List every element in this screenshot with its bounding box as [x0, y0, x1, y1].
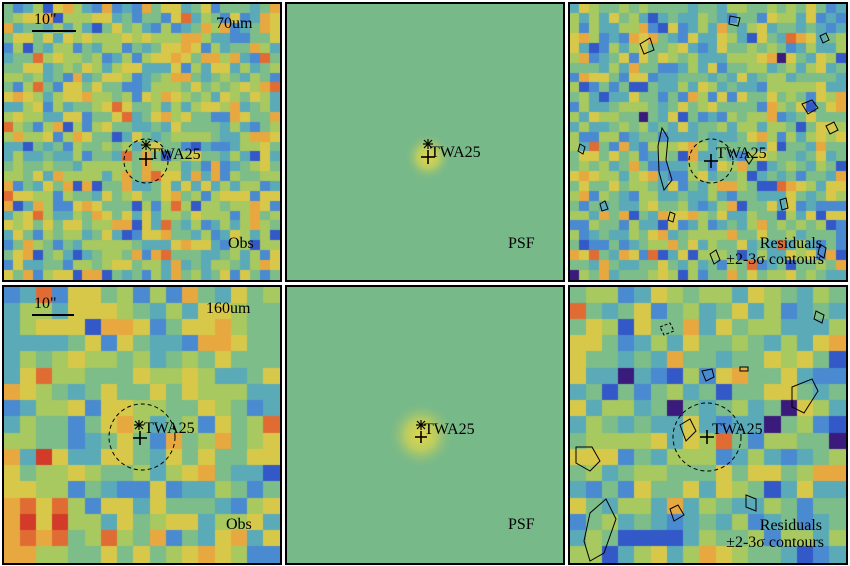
- aperture-circle: [108, 403, 176, 471]
- star-marker-icon: [141, 140, 151, 150]
- source-label: TWA25: [712, 421, 763, 438]
- source-cross-icon: [415, 431, 427, 443]
- aperture-circle: [123, 138, 169, 184]
- residual-70um-overlay: [577, 15, 839, 265]
- psf-70um-panel: TWA25 PSF: [285, 2, 565, 282]
- panel-tag: Obs: [228, 235, 254, 252]
- band-label: 70um: [216, 15, 253, 32]
- source-label: TWA25: [424, 421, 475, 438]
- obs-70um-overlay: [32, 30, 169, 184]
- residual-70um-panel: TWA25 Residuals ±2-3σ contours: [568, 2, 848, 282]
- source-cross-icon: [700, 430, 714, 444]
- band-label: 160um: [206, 300, 251, 317]
- contours: [577, 15, 839, 265]
- scale-label: 10": [34, 11, 57, 28]
- panel-tag: Residuals: [759, 235, 822, 252]
- obs-70um-panel: 10" 70um TWA25 Obs: [2, 2, 282, 282]
- psf-160um-overlay: [415, 420, 427, 443]
- star-marker-icon: [423, 139, 433, 149]
- residual-70um-image: [570, 4, 846, 280]
- star-marker-icon: [134, 420, 144, 430]
- source-cross-icon: [139, 152, 153, 166]
- panel-tag: Residuals: [759, 517, 822, 534]
- star-marker-icon: [416, 420, 426, 430]
- obs-160um-overlay: [32, 314, 176, 471]
- residual-160um-overlay: [575, 310, 825, 562]
- residual-160um-panel: TWA25 Residuals ±2-3σ contours: [568, 285, 848, 565]
- psf-70um-image: [287, 4, 563, 280]
- obs-70um-image: [4, 4, 280, 280]
- panel-tag: PSF: [508, 235, 535, 252]
- source-cross-icon: [421, 150, 435, 164]
- source-cross-icon: [133, 431, 147, 445]
- source-cross-icon: [704, 154, 718, 168]
- psf-160um-panel: TWA25 PSF: [285, 285, 565, 565]
- panel-tag: Obs: [226, 516, 252, 533]
- panel-tag-secondary: ±2-3σ contours: [726, 251, 824, 268]
- source-label: TWA25: [430, 144, 481, 161]
- panel-tag: PSF: [508, 516, 535, 533]
- source-label: TWA25: [150, 146, 201, 163]
- contours: [575, 310, 825, 562]
- source-label: TWA25: [144, 420, 195, 437]
- psf-70um-overlay: [421, 139, 435, 164]
- source-label: TWA25: [716, 145, 767, 162]
- aperture-circle: [672, 402, 742, 472]
- residual-160um-image: [570, 287, 846, 563]
- obs-160um-panel: 10" 160um TWA25 Obs: [2, 285, 282, 565]
- aperture-circle: [688, 138, 734, 184]
- scale-label: 10": [34, 295, 57, 312]
- panel-tag-secondary: ±2-3σ contours: [726, 534, 824, 551]
